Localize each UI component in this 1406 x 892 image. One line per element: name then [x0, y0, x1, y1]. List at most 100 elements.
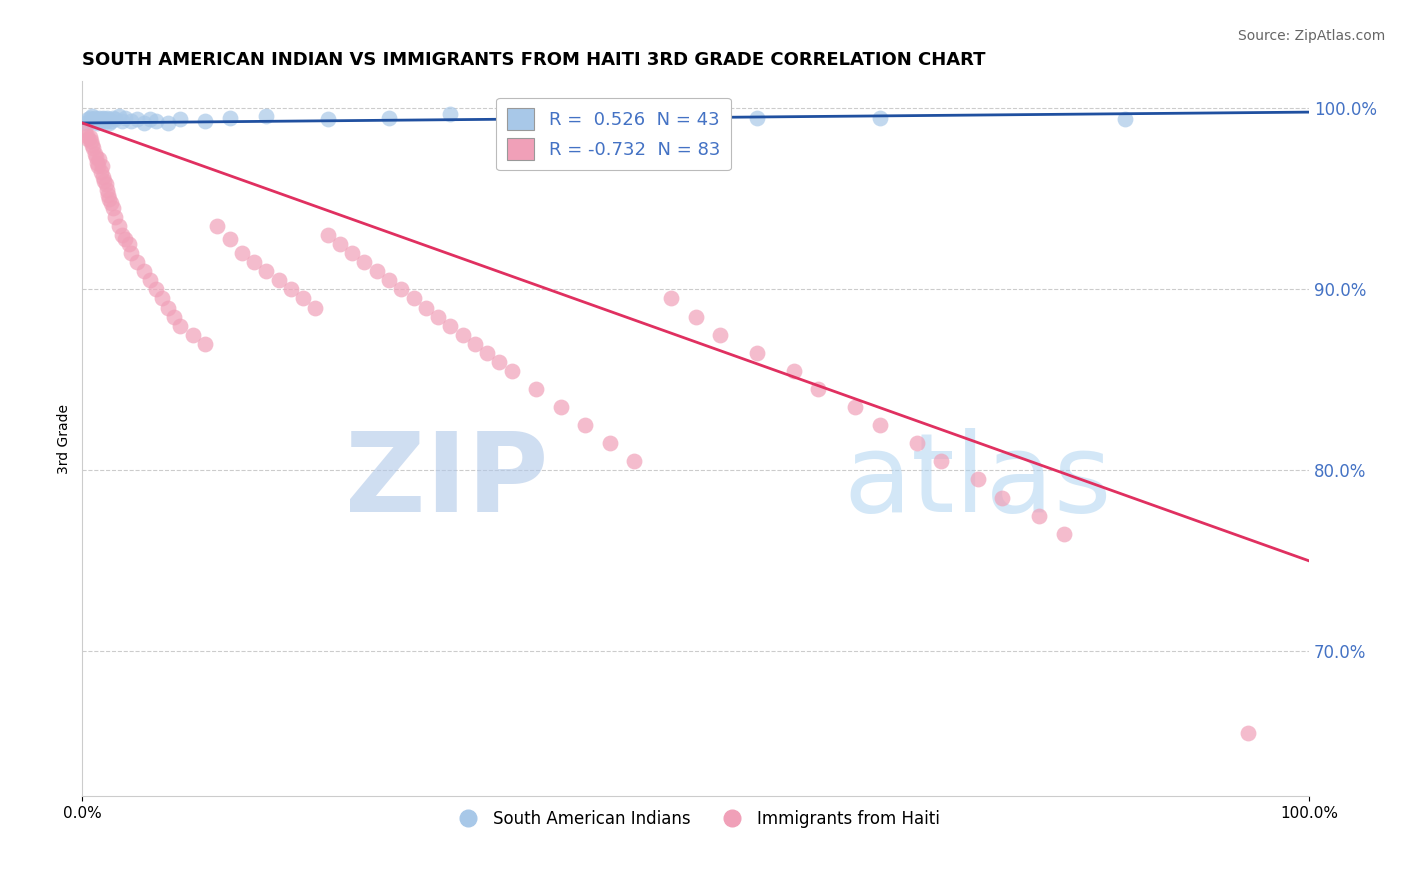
Point: [659, 292, 682, 306]
Point: [243, 255, 266, 269]
Point: [139, 112, 162, 127]
Point: [254, 109, 277, 123]
Point: [114, 111, 136, 125]
Point: [475, 345, 498, 359]
Point: [77, 112, 100, 127]
Point: [86, 155, 108, 169]
Point: [439, 107, 461, 121]
Point: [807, 382, 830, 396]
Point: [524, 382, 547, 396]
Point: [82, 109, 104, 123]
Point: [905, 436, 928, 450]
Point: [1114, 112, 1136, 127]
Point: [127, 255, 149, 269]
Point: [316, 112, 339, 127]
Point: [550, 400, 572, 414]
Point: [80, 114, 103, 128]
Point: [623, 454, 645, 468]
Point: [329, 237, 352, 252]
Point: [929, 454, 952, 468]
Point: [118, 237, 141, 252]
Point: [340, 246, 363, 260]
Point: [169, 318, 191, 333]
Point: [292, 292, 315, 306]
Point: [82, 137, 104, 152]
Point: [869, 111, 891, 125]
Point: [464, 336, 486, 351]
Point: [87, 112, 110, 127]
Point: [1053, 526, 1076, 541]
Point: [104, 210, 127, 224]
Point: [97, 112, 120, 127]
Point: [415, 301, 437, 315]
Point: [316, 228, 339, 243]
Point: [76, 128, 98, 143]
Point: [110, 114, 132, 128]
Point: [94, 178, 117, 192]
Point: [100, 114, 122, 128]
Point: [73, 123, 96, 137]
Point: [402, 292, 425, 306]
Point: [574, 418, 596, 433]
Point: [79, 130, 101, 145]
Point: [501, 111, 523, 125]
Point: [101, 201, 124, 215]
Point: [378, 111, 401, 125]
Point: [97, 188, 120, 202]
Point: [139, 273, 162, 287]
Point: [82, 112, 104, 127]
Point: [145, 282, 167, 296]
Point: [745, 345, 768, 359]
Point: [157, 116, 180, 130]
Point: [93, 174, 115, 188]
Point: [100, 195, 122, 210]
Point: [685, 310, 707, 324]
Point: [96, 111, 118, 125]
Point: [84, 150, 107, 164]
Point: [427, 310, 450, 324]
Point: [1028, 508, 1050, 523]
Point: [93, 112, 115, 127]
Point: [127, 112, 149, 127]
Point: [87, 160, 110, 174]
Point: [104, 112, 127, 127]
Point: [98, 192, 121, 206]
Point: [94, 114, 117, 128]
Point: [84, 114, 107, 128]
Point: [844, 400, 866, 414]
Point: [163, 310, 186, 324]
Point: [120, 246, 142, 260]
Point: [96, 183, 118, 197]
Point: [254, 264, 277, 278]
Point: [218, 232, 240, 246]
Point: [132, 116, 155, 130]
Point: [562, 109, 585, 123]
Point: [83, 146, 105, 161]
Point: [991, 491, 1014, 505]
Point: [86, 116, 108, 130]
Point: [378, 273, 401, 287]
Point: [1236, 725, 1258, 739]
Point: [280, 282, 302, 296]
Text: SOUTH AMERICAN INDIAN VS IMMIGRANTS FROM HAITI 3RD GRADE CORRELATION CHART: SOUTH AMERICAN INDIAN VS IMMIGRANTS FROM…: [83, 51, 986, 69]
Point: [267, 273, 290, 287]
Point: [89, 152, 111, 166]
Point: [194, 336, 217, 351]
Point: [108, 219, 131, 233]
Point: [207, 219, 229, 233]
Point: [132, 264, 155, 278]
Point: [91, 170, 114, 185]
Point: [120, 114, 142, 128]
Point: [150, 292, 173, 306]
Point: [90, 114, 112, 128]
Point: [488, 355, 510, 369]
Point: [304, 301, 326, 315]
Y-axis label: 3rd Grade: 3rd Grade: [58, 404, 72, 474]
Point: [90, 112, 112, 127]
Point: [98, 116, 121, 130]
Point: [91, 111, 114, 125]
Point: [439, 318, 461, 333]
Point: [80, 134, 103, 148]
Point: [83, 111, 105, 125]
Point: [181, 327, 204, 342]
